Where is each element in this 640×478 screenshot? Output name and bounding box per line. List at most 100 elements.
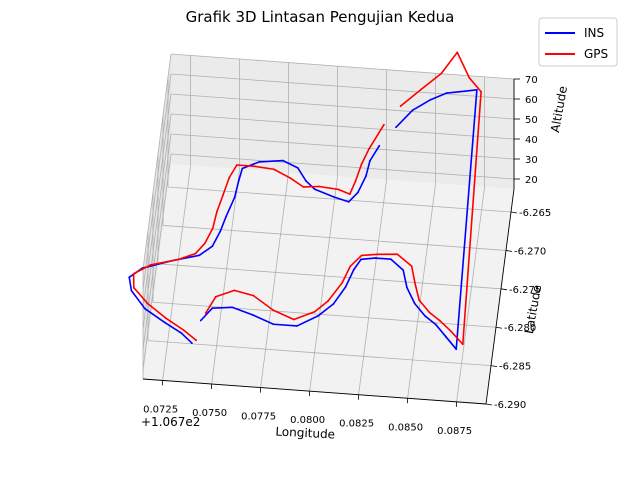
- z-tick-label: 20: [525, 175, 538, 186]
- z-side-gridline: [142, 113, 172, 330]
- data-point: [348, 193, 351, 196]
- data-point: [219, 230, 222, 233]
- y-tick-mark: [500, 288, 508, 291]
- z-gridline: [170, 133, 515, 160]
- data-point: [222, 194, 224, 196]
- data-point: [414, 283, 417, 286]
- data-point: [360, 254, 363, 257]
- x-tick-label: 0.0800: [290, 415, 325, 426]
- data-point: [461, 343, 464, 346]
- data-point: [337, 188, 340, 191]
- data-point: [313, 188, 316, 191]
- series-line-segment: [128, 145, 380, 344]
- data-point: [252, 314, 254, 316]
- x-tick-label: 0.0725: [143, 404, 178, 415]
- data-point: [130, 289, 133, 292]
- z-side-gridline: [142, 73, 172, 290]
- z-side-gridline: [142, 93, 172, 310]
- data-point: [429, 98, 432, 101]
- series-ins: [128, 88, 478, 351]
- data-point: [164, 317, 167, 319]
- x-tick-label: 0.0750: [192, 408, 227, 419]
- data-point: [146, 302, 149, 305]
- axis-panes: [143, 54, 514, 404]
- y-gridline: [157, 263, 502, 290]
- x-axis-label: Longitude: [275, 424, 335, 441]
- data-point: [253, 165, 256, 168]
- data-point: [132, 286, 135, 289]
- data-point: [449, 330, 452, 332]
- data-point: [182, 329, 185, 332]
- data-point: [327, 300, 329, 302]
- data-point: [149, 264, 152, 266]
- x-gridline: [456, 186, 485, 402]
- x-gridline: [407, 183, 436, 399]
- data-point: [332, 195, 335, 198]
- data-point: [405, 286, 408, 289]
- y-tick-mark: [510, 211, 518, 214]
- data-point: [214, 295, 217, 298]
- data-point: [204, 312, 207, 315]
- data-point: [369, 159, 371, 162]
- x-tick-label: 0.0825: [339, 419, 374, 430]
- legend-label-ins: INS: [584, 26, 604, 40]
- x-gridline: [260, 172, 289, 388]
- z-gridline: [170, 93, 515, 120]
- data-point: [344, 285, 347, 288]
- z-side-gridline: [142, 53, 172, 270]
- y-tick-label: -6.265: [519, 208, 551, 219]
- data-point: [228, 176, 231, 179]
- z-side-gridline: [142, 133, 172, 350]
- data-point: [410, 265, 413, 268]
- data-point: [360, 163, 363, 165]
- data-point: [383, 123, 385, 126]
- data-point: [428, 311, 431, 314]
- data-point: [376, 253, 379, 256]
- data-point: [357, 191, 359, 194]
- z-gridline: [170, 73, 515, 100]
- data-point: [439, 319, 442, 322]
- data-point: [194, 252, 197, 255]
- data-point: [424, 315, 426, 317]
- series-gps: [132, 51, 482, 346]
- data-point: [180, 332, 183, 334]
- data-point: [233, 196, 236, 199]
- z-side-gridline: [142, 153, 172, 370]
- data-point: [440, 72, 443, 75]
- data-point: [434, 323, 437, 326]
- data-point: [216, 210, 218, 213]
- z-tick-label: 70: [525, 75, 538, 86]
- data-point: [374, 257, 376, 259]
- legend-label-gps: GPS: [584, 47, 608, 61]
- data-point: [389, 258, 392, 261]
- data-point: [445, 92, 448, 94]
- z-gridline: [170, 53, 515, 80]
- data-point: [463, 90, 466, 93]
- y-tick-label: -6.285: [499, 362, 531, 373]
- y-axis-line: [485, 188, 515, 405]
- data-point: [413, 302, 416, 305]
- y-tick-mark: [505, 250, 513, 252]
- x-tick-label: 0.0875: [437, 426, 472, 437]
- data-point: [211, 307, 214, 310]
- legend: INS GPS: [538, 17, 618, 67]
- data-point: [313, 310, 316, 313]
- data-point: [258, 161, 260, 163]
- chart-title: Grafik 3D Lintasan Pengujian Kedua: [186, 8, 455, 26]
- data-point: [332, 302, 335, 305]
- y-tick-mark: [490, 365, 498, 368]
- series-line-segment: [132, 124, 385, 341]
- y-tick-label: -6.290: [494, 400, 526, 411]
- data-point: [347, 200, 350, 203]
- data-point: [144, 307, 146, 310]
- data-point: [480, 90, 482, 93]
- series-line-segment: [200, 88, 478, 350]
- data-point: [190, 342, 193, 345]
- data-point: [418, 299, 420, 301]
- data-point: [456, 51, 459, 54]
- data-point: [468, 76, 471, 79]
- x-tick-label: 0.0850: [388, 422, 423, 433]
- data-point: [235, 164, 238, 166]
- data-point: [195, 339, 198, 342]
